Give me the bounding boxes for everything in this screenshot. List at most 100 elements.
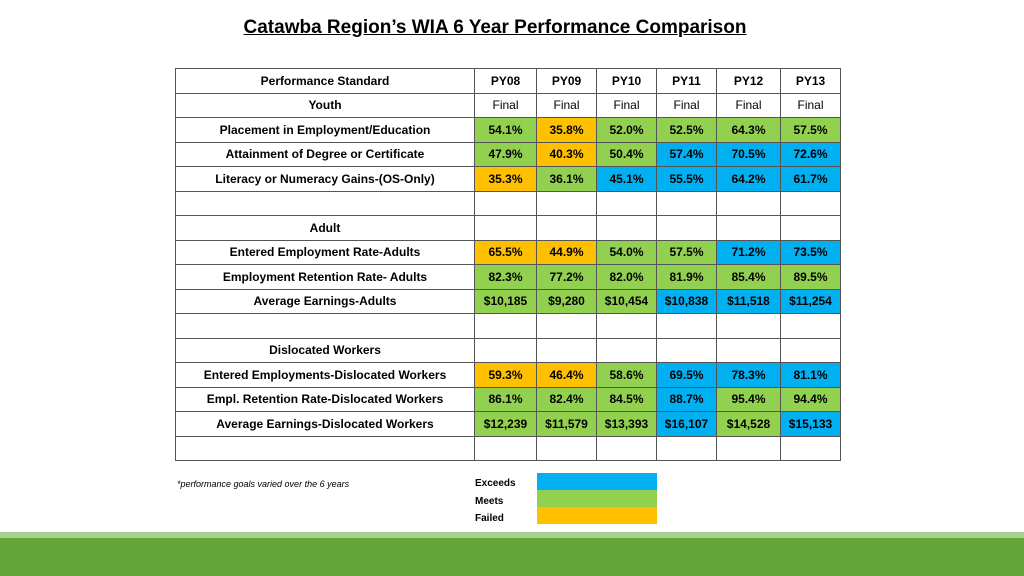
value-cell: 52.0% — [596, 117, 657, 143]
row-label — [175, 190, 475, 216]
value-cell: 61.7% — [780, 166, 841, 192]
value-cell: $11,579 — [536, 411, 597, 437]
value-cell — [780, 313, 841, 339]
table-row: Average Earnings-Adults $10,185 $9,280 $10,… — [175, 288, 841, 314]
value-cell: 54.0% — [596, 239, 657, 265]
header-row: Performance Standard PY08 PY09 PY10 PY11… — [175, 68, 841, 94]
value-cell: Final — [474, 92, 537, 118]
value-cell: 89.5% — [780, 264, 841, 290]
value-cell: $11,254 — [780, 288, 841, 314]
value-cell: 36.1% — [536, 166, 597, 192]
value-cell: 71.2% — [716, 239, 781, 265]
value-cell: Final — [536, 92, 597, 118]
value-cell — [656, 435, 717, 461]
value-cell: 82.0% — [596, 264, 657, 290]
legend-label: Exceeds — [475, 478, 516, 489]
table-row: Youth Final Final Final Final Final Final — [175, 92, 841, 118]
value-cell: $13,393 — [596, 411, 657, 437]
row-label: Dislocated Workers — [175, 337, 475, 363]
value-cell — [474, 337, 537, 363]
value-cell: Final — [716, 92, 781, 118]
legend-swatch — [537, 507, 657, 524]
value-cell — [716, 435, 781, 461]
value-cell — [596, 190, 657, 216]
value-cell — [596, 435, 657, 461]
value-cell — [656, 337, 717, 363]
value-cell — [656, 190, 717, 216]
row-label — [175, 435, 475, 461]
value-cell — [780, 215, 841, 241]
table-row: Entered Employment Rate-Adults 65.5% 44.9%… — [175, 239, 841, 265]
row-label — [175, 313, 475, 339]
value-cell: $16,107 — [656, 411, 717, 437]
value-cell: 77.2% — [536, 264, 597, 290]
value-cell: 59.3% — [474, 362, 537, 388]
value-cell: Final — [656, 92, 717, 118]
table-row — [175, 313, 841, 339]
value-cell: 73.5% — [780, 239, 841, 265]
value-cell — [716, 313, 781, 339]
year-header: PY12 — [716, 68, 781, 94]
row-label: Empl. Retention Rate-Dislocated Workers — [175, 386, 475, 412]
legend-label: Failed — [475, 513, 504, 524]
value-cell: $9,280 — [536, 288, 597, 314]
value-cell — [716, 215, 781, 241]
value-cell: 81.1% — [780, 362, 841, 388]
value-cell — [656, 215, 717, 241]
value-cell: 85.4% — [716, 264, 781, 290]
value-cell: $10,838 — [656, 288, 717, 314]
value-cell: $12,239 — [474, 411, 537, 437]
value-cell: 78.3% — [716, 362, 781, 388]
value-cell: 46.4% — [536, 362, 597, 388]
value-cell — [656, 313, 717, 339]
footer-band-dark — [0, 538, 1024, 576]
value-cell: 86.1% — [474, 386, 537, 412]
value-cell — [536, 190, 597, 216]
table-row — [175, 435, 841, 461]
row-label: Entered Employments-Dislocated Workers — [175, 362, 475, 388]
value-cell: 52.5% — [656, 117, 717, 143]
value-cell: Final — [596, 92, 657, 118]
table-row: Placement in Employment/Education 54.1% 35… — [175, 117, 841, 143]
value-cell: Final — [780, 92, 841, 118]
value-cell — [596, 313, 657, 339]
table-row: Attainment of Degree or Certificate 47.9%… — [175, 141, 841, 167]
value-cell — [474, 435, 537, 461]
year-header: PY13 — [780, 68, 841, 94]
value-cell — [536, 215, 597, 241]
row-label: Literacy or Numeracy Gains-(OS-Only) — [175, 166, 475, 192]
value-cell: $11,518 — [716, 288, 781, 314]
value-cell — [536, 337, 597, 363]
value-cell — [780, 190, 841, 216]
legend-swatch — [537, 473, 657, 490]
value-cell: 69.5% — [656, 362, 717, 388]
value-cell: 94.4% — [780, 386, 841, 412]
row-label: Adult — [175, 215, 475, 241]
performance-table: Performance Standard PY08 PY09 PY10 PY11… — [175, 68, 841, 461]
value-cell: $10,454 — [596, 288, 657, 314]
value-cell: 72.6% — [780, 141, 841, 167]
value-cell: 50.4% — [596, 141, 657, 167]
value-cell: 82.3% — [474, 264, 537, 290]
row-label: Average Earnings-Adults — [175, 288, 475, 314]
value-cell — [536, 313, 597, 339]
value-cell: 82.4% — [536, 386, 597, 412]
table-row: Dislocated Workers — [175, 337, 841, 363]
value-cell: 88.7% — [656, 386, 717, 412]
table-row: Employment Retention Rate- Adults 82.3% 77… — [175, 264, 841, 290]
table-row: Adult — [175, 215, 841, 241]
value-cell: $15,133 — [780, 411, 841, 437]
year-header: PY08 — [474, 68, 537, 94]
value-cell — [780, 435, 841, 461]
value-cell — [716, 337, 781, 363]
value-cell: 84.5% — [596, 386, 657, 412]
row-label: Entered Employment Rate-Adults — [175, 239, 475, 265]
table-row — [175, 190, 841, 216]
legend-label: Meets — [475, 496, 504, 507]
value-cell: 54.1% — [474, 117, 537, 143]
value-cell: 35.8% — [536, 117, 597, 143]
value-cell: 95.4% — [716, 386, 781, 412]
value-cell — [474, 190, 537, 216]
value-cell — [536, 435, 597, 461]
value-cell: 35.3% — [474, 166, 537, 192]
